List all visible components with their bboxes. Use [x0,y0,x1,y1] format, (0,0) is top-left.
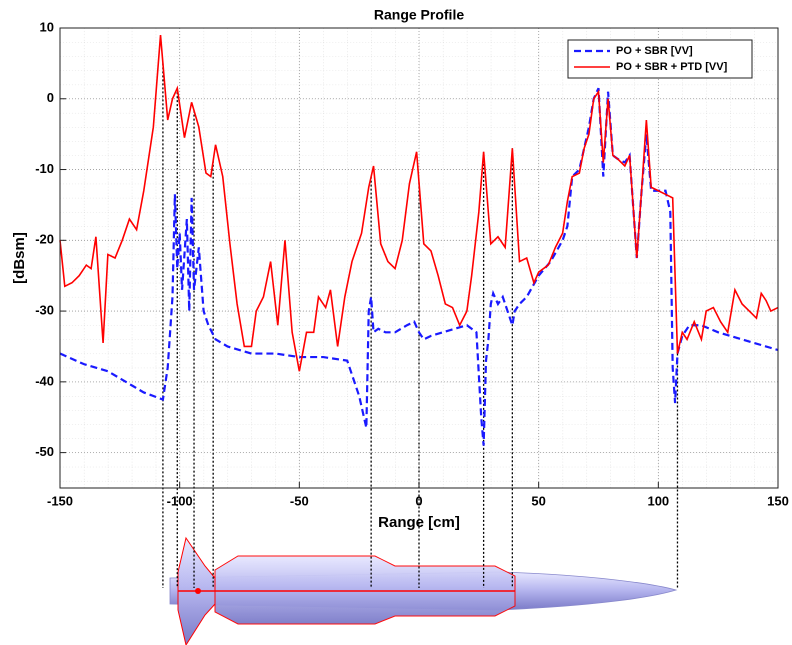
series-line [59,35,779,372]
x-tick-label: -50 [290,493,309,508]
x-tick-label: 0 [415,493,422,508]
y-tick-label: -50 [35,444,54,459]
legend-label: PO + SBR + PTD [VV] [616,61,728,73]
y-axis-label: [dBsm] [11,232,28,284]
legend-label: PO + SBR [VV] [616,45,693,57]
y-tick-label: -30 [35,303,54,318]
y-tick-label: 0 [47,90,54,105]
x-tick-label: -150 [47,493,73,508]
y-tick-label: -40 [35,373,54,388]
x-tick-label: 100 [647,493,669,508]
y-tick-label: -10 [35,161,54,176]
legend-box [567,39,753,79]
axes-box [59,27,779,489]
y-tick-label: 10 [40,19,54,34]
missile-illustration [169,536,678,645]
y-tick-label: -20 [35,232,54,247]
x-tick-label: -100 [167,493,193,508]
x-axis-label: Range [cm] [378,514,460,531]
x-tick-label: 150 [767,493,789,508]
chart-title: Range Profile [374,7,464,23]
x-tick-label: 50 [531,493,545,508]
